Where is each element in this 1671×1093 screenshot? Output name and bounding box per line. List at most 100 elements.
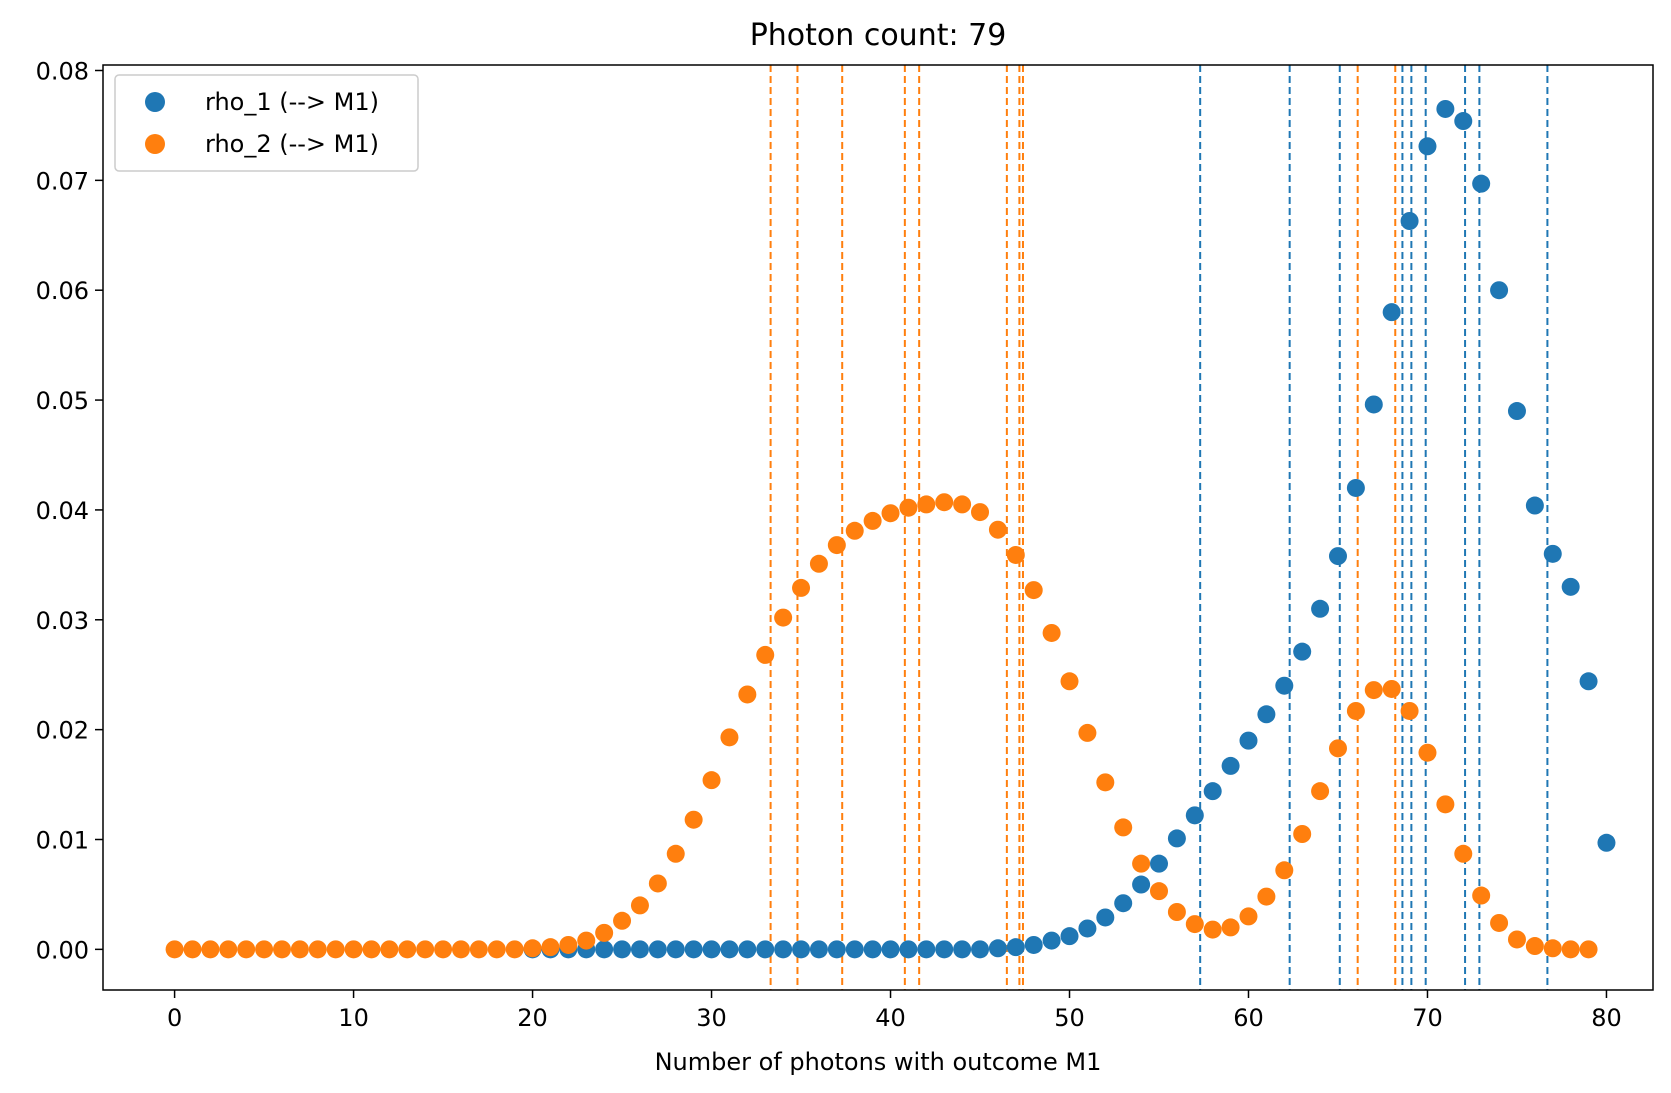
data-point-series-1-x49	[1042, 931, 1061, 950]
y-tick-label: 0.00	[36, 936, 89, 964]
y-tick-label: 0.07	[36, 167, 89, 195]
data-point-series-2-x74	[1490, 913, 1509, 932]
data-point-series-1-x25	[613, 940, 632, 959]
data-point-series-2-x79	[1579, 940, 1598, 959]
data-point-series-2-x25	[613, 911, 632, 930]
data-point-series-1-x46	[988, 939, 1007, 958]
data-point-series-1-x76	[1525, 496, 1544, 515]
data-point-series-1-x57	[1185, 806, 1204, 825]
data-point-series-2-x16	[451, 940, 470, 959]
x-tick-label: 40	[875, 1004, 906, 1032]
legend-box	[114, 74, 419, 172]
x-tick-label: 70	[1412, 1004, 1443, 1032]
data-point-series-2-x11	[362, 940, 381, 959]
data-point-series-2-x9	[326, 940, 345, 959]
data-point-series-1-x42	[917, 940, 936, 959]
data-point-series-1-x66	[1346, 478, 1365, 497]
data-point-series-2-x76	[1525, 937, 1544, 956]
data-point-series-1-x47	[1006, 938, 1025, 957]
legend: rho_1 (--> M1) rho_2 (--> M1)	[114, 74, 419, 172]
data-point-series-1-x32	[738, 940, 757, 959]
data-point-series-2-x4	[237, 940, 256, 959]
data-point-series-1-x45	[971, 940, 990, 959]
data-point-series-1-x59	[1221, 756, 1240, 775]
data-point-series-2-x23	[577, 931, 596, 950]
data-point-series-1-x56	[1167, 829, 1186, 848]
data-point-series-2-x24	[595, 923, 614, 942]
data-point-series-1-x70	[1418, 137, 1437, 156]
data-point-series-2-x56	[1167, 903, 1186, 922]
axes-frame	[102, 64, 1654, 991]
data-point-series-1-x62	[1275, 676, 1294, 695]
data-point-series-1-x73	[1472, 174, 1491, 193]
y-tick-label: 0.02	[36, 717, 89, 745]
data-point-series-1-x41	[899, 940, 918, 959]
x-tick-label: 10	[338, 1004, 369, 1032]
data-point-series-1-x50	[1060, 927, 1079, 946]
x-tick-label: 50	[1054, 1004, 1085, 1032]
data-point-series-2-x62	[1275, 861, 1294, 880]
data-point-series-2-x65	[1328, 739, 1347, 758]
data-point-series-2-x77	[1543, 939, 1562, 958]
legend-marker-rho-1	[145, 92, 165, 112]
chart-title: Photon count: 79	[750, 18, 1007, 53]
data-point-series-2-x68	[1382, 679, 1401, 698]
data-point-series-2-x31	[720, 728, 739, 747]
data-point-series-2-x33	[756, 645, 775, 664]
data-point-series-2-x60	[1239, 907, 1258, 926]
data-point-series-2-x27	[648, 874, 667, 893]
data-point-series-1-x79	[1579, 672, 1598, 691]
data-point-series-1-x30	[702, 940, 721, 959]
data-point-series-2-x75	[1507, 930, 1526, 949]
data-point-series-2-x26	[630, 896, 649, 915]
data-point-series-2-x43	[935, 493, 954, 512]
data-point-series-2-x64	[1311, 782, 1330, 801]
data-point-series-2-x0	[165, 940, 184, 959]
data-point-series-2-x19	[505, 940, 524, 959]
data-point-series-2-x58	[1203, 920, 1222, 939]
data-point-series-1-x40	[881, 940, 900, 959]
data-point-series-2-x49	[1042, 623, 1061, 642]
data-point-series-1-x43	[935, 940, 954, 959]
data-point-series-1-x51	[1078, 919, 1097, 938]
x-tick-label: 0	[167, 1004, 182, 1032]
data-point-series-2-x47	[1006, 545, 1025, 564]
data-point-series-1-x24	[595, 940, 614, 959]
data-point-series-2-x55	[1150, 882, 1169, 901]
data-point-series-2-x17	[469, 940, 488, 959]
data-point-series-1-x29	[684, 940, 703, 959]
data-point-series-2-x69	[1400, 701, 1419, 720]
data-point-series-1-x67	[1364, 395, 1383, 414]
y-tick-label: 0.08	[36, 57, 89, 85]
data-point-series-1-x58	[1203, 782, 1222, 801]
data-point-series-1-x54	[1132, 875, 1151, 894]
data-point-series-1-x44	[953, 940, 972, 959]
data-point-series-1-x74	[1490, 281, 1509, 300]
data-point-series-2-x73	[1472, 886, 1491, 905]
y-tick-label: 0.04	[36, 497, 89, 525]
data-point-series-2-x14	[416, 940, 435, 959]
data-point-series-1-x52	[1096, 908, 1115, 927]
data-point-series-1-x72	[1454, 112, 1473, 131]
data-point-series-1-x78	[1561, 577, 1580, 596]
y-tick-label: 0.06	[36, 277, 89, 305]
data-point-series-2-x35	[792, 578, 811, 597]
data-point-series-2-x66	[1346, 701, 1365, 720]
data-point-series-2-x40	[881, 504, 900, 523]
y-tick-label: 0.03	[36, 607, 89, 635]
data-point-series-2-x15	[434, 940, 453, 959]
data-point-series-2-x63	[1293, 825, 1312, 844]
data-point-series-1-x55	[1150, 854, 1169, 873]
data-point-series-1-x34	[774, 940, 793, 959]
data-point-series-2-x22	[559, 935, 578, 954]
legend-label-rho-2: rho_2 (--> M1)	[205, 130, 379, 158]
data-point-series-2-x12	[380, 940, 399, 959]
data-point-series-1-x35	[792, 940, 811, 959]
data-point-series-2-x50	[1060, 672, 1079, 691]
data-point-series-1-x65	[1328, 547, 1347, 566]
y-axis: 0.00 0.01 0.02 0.03 0.04 0.05 0.06 0.07 0.08	[36, 57, 103, 964]
data-point-series-1-x61	[1257, 705, 1276, 724]
data-point-series-2-x46	[988, 520, 1007, 539]
data-point-series-2-x21	[541, 938, 560, 957]
data-point-series-2-x44	[953, 495, 972, 514]
